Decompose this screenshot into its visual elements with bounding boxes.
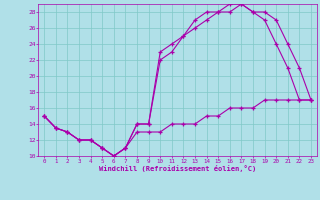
X-axis label: Windchill (Refroidissement éolien,°C): Windchill (Refroidissement éolien,°C) <box>99 165 256 172</box>
